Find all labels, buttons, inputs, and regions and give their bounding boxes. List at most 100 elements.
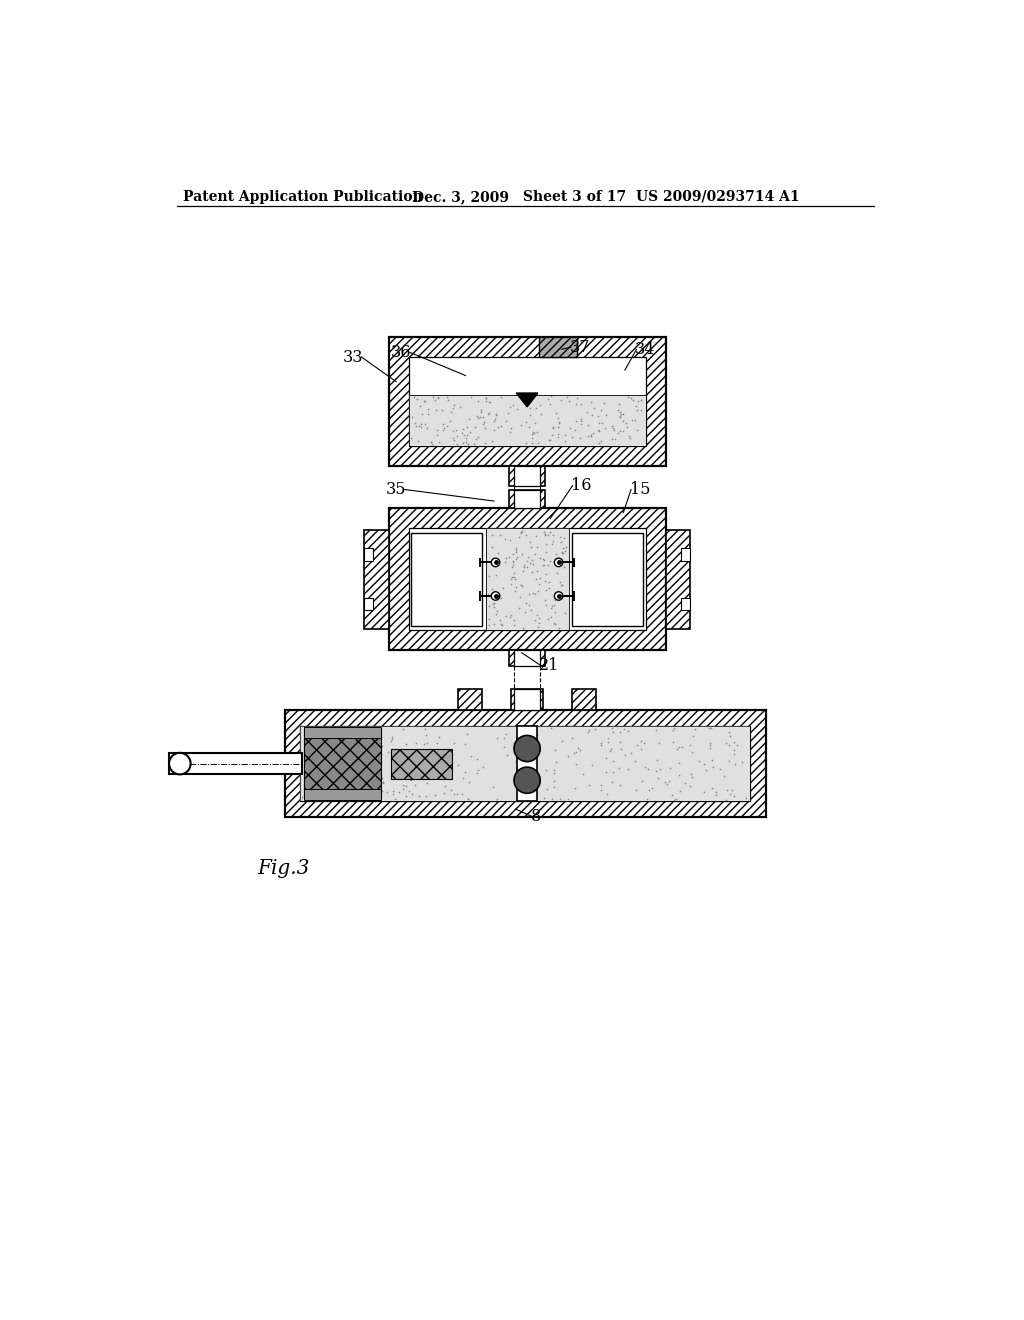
Point [718,733,734,754]
Point [658,774,675,795]
Point [553,574,569,595]
Point [614,404,631,425]
Point [525,553,542,574]
Point [538,533,554,554]
Point [540,554,556,576]
Point [529,605,546,626]
Point [484,586,501,607]
Point [347,772,364,793]
Point [520,594,537,615]
Point [542,393,558,414]
Point [367,789,383,810]
Point [339,775,355,796]
Point [455,418,471,440]
Point [449,433,465,454]
Point [538,564,554,585]
Point [629,400,645,421]
Point [556,528,572,549]
Point [414,744,430,766]
Point [633,400,649,421]
Point [686,718,702,739]
Point [398,734,415,755]
Point [542,429,558,450]
Point [470,391,486,412]
Point [604,718,621,739]
Point [518,393,535,414]
Point [553,574,569,595]
Bar [666,529,690,628]
Point [439,389,456,411]
Point [508,726,524,747]
Point [505,544,521,565]
Point [475,412,492,433]
Point [497,737,513,758]
Point [328,730,344,751]
Point [478,387,495,408]
Point [459,723,475,744]
Point [538,524,554,545]
Point [553,389,569,411]
Point [522,391,539,412]
Text: 35: 35 [386,480,407,498]
Point [522,405,539,426]
Point [538,594,554,615]
Point [414,404,430,425]
Point [503,417,519,438]
Point [502,606,518,627]
Point [550,424,566,445]
Point [540,525,556,546]
Point [696,781,713,803]
Point [513,574,529,595]
Point [366,767,382,788]
Point [327,743,343,764]
Text: 8: 8 [531,808,542,825]
Point [682,776,698,797]
Bar [304,727,381,738]
Point [567,754,584,775]
Point [485,411,502,432]
Point [434,399,451,420]
Point [322,776,338,797]
Point [719,779,735,800]
Text: Dec. 3, 2009: Dec. 3, 2009 [413,190,509,203]
Point [324,744,340,766]
Point [547,614,563,635]
Point [523,599,540,620]
Point [508,751,524,772]
Point [541,389,557,411]
Point [633,738,649,759]
Point [294,787,310,808]
Point [413,413,429,434]
Point [486,593,503,614]
Point [459,425,475,446]
Point [436,741,453,762]
Point [524,561,541,582]
Point [593,733,609,754]
Point [460,788,476,809]
Point [650,768,667,789]
Point [412,395,428,416]
Point [603,738,620,759]
Point [611,401,628,422]
Point [664,784,680,805]
Point [601,741,617,762]
Point [508,537,524,558]
Point [726,744,742,766]
Point [479,404,496,425]
Point [499,744,515,766]
Point [545,531,561,552]
Point [514,755,530,776]
Point [586,397,602,418]
Point [513,727,529,748]
Bar [514,651,541,665]
Point [555,539,571,560]
Point [701,733,718,754]
Point [352,758,369,779]
Point [468,428,484,449]
Point [427,389,443,411]
Point [580,425,596,446]
Point [416,734,432,755]
Point [609,400,626,421]
Point [615,718,632,739]
Point [553,586,569,607]
